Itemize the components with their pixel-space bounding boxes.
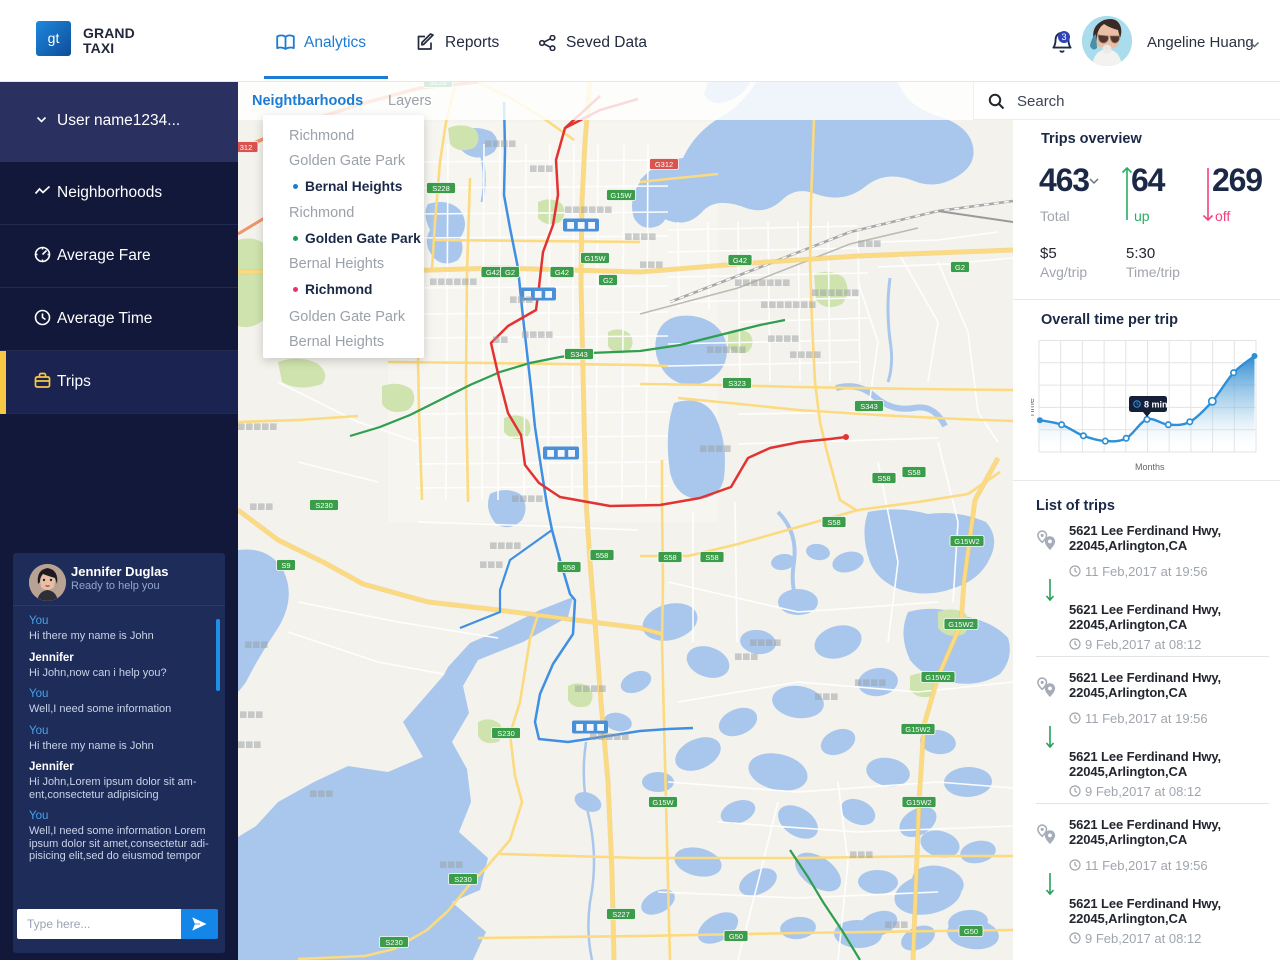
svg-text:G15W2: G15W2: [905, 725, 930, 734]
svg-text:S343: S343: [860, 402, 878, 411]
svg-text:Time: Time: [1031, 398, 1036, 418]
svg-text:G15W: G15W: [652, 798, 674, 807]
svg-text:S58: S58: [827, 518, 840, 527]
svg-text:S58: S58: [907, 468, 920, 477]
svg-text:S343: S343: [570, 350, 588, 359]
svg-text:Months: Months: [1135, 462, 1165, 472]
svg-text:G2: G2: [603, 276, 613, 285]
svg-text:G15W2: G15W2: [925, 673, 950, 682]
svg-text:G50: G50: [964, 927, 978, 936]
svg-text:S323: S323: [728, 379, 746, 388]
svg-text:S227: S227: [612, 910, 630, 919]
svg-text:G2: G2: [505, 268, 515, 277]
svg-text:G312: G312: [655, 160, 673, 169]
svg-text:G50: G50: [729, 932, 743, 941]
svg-text:G42: G42: [555, 268, 569, 277]
svg-text:G15W2: G15W2: [948, 620, 973, 629]
svg-text:S230: S230: [385, 938, 403, 947]
svg-text:S9: S9: [281, 561, 290, 570]
svg-text:G15W: G15W: [584, 254, 606, 263]
svg-text:S228: S228: [432, 184, 450, 193]
svg-text:G2: G2: [955, 263, 965, 272]
svg-text:S230: S230: [315, 501, 333, 510]
svg-text:312: 312: [240, 143, 253, 152]
svg-text:558: 558: [563, 563, 576, 572]
svg-text:G42: G42: [733, 256, 747, 265]
svg-text:S58: S58: [877, 474, 890, 483]
svg-text:558: 558: [596, 551, 609, 560]
svg-text:8 min: 8 min: [1144, 400, 1168, 410]
svg-text:S58: S58: [705, 553, 718, 562]
svg-text:S230: S230: [454, 875, 472, 884]
svg-text:G42: G42: [486, 268, 500, 277]
svg-text:G15W2: G15W2: [906, 798, 931, 807]
svg-text:G15W2: G15W2: [954, 537, 979, 546]
svg-text:S58: S58: [663, 553, 676, 562]
svg-text:S230: S230: [497, 729, 515, 738]
svg-text:G15W: G15W: [610, 191, 632, 200]
